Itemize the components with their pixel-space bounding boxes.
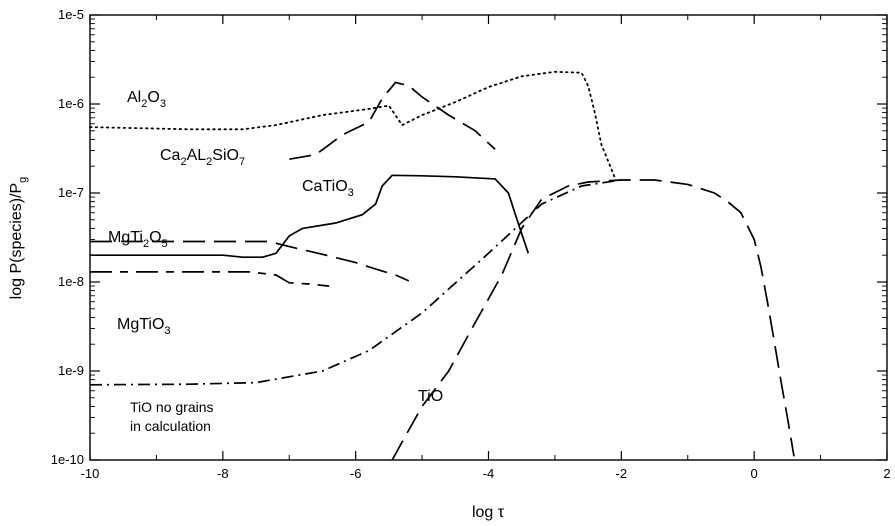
label-al2o3: Al2O3	[127, 89, 166, 110]
axis-ticks: -10 -8 -6 -4 -2 0 2 1e-10 1e-9 1e-8 1e-7 1e-6 1e-5	[51, 7, 891, 481]
series-line-mgtio3	[90, 271, 330, 287]
label-ca2al2sio7: Ca2AL2SiO7	[160, 147, 245, 168]
label-tio-no-grains-line2: in calculation	[130, 418, 211, 434]
y-tick-label: 1e-8	[58, 274, 84, 289]
label-mgtio3: MgTiO3	[117, 316, 171, 337]
y-tick-label: 1e-5	[58, 7, 84, 22]
x-tick-label: -4	[483, 466, 495, 481]
series-group	[89, 70, 795, 461]
y-tick-label: 1e-10	[51, 452, 84, 467]
label-catio3: CaTiO3	[302, 178, 354, 199]
y-tick-label: 1e-6	[58, 96, 84, 111]
label-mgti2o5: MgTi2O5	[108, 229, 168, 250]
x-tick-label: -6	[350, 466, 362, 481]
series-line-mgti2o5	[90, 240, 410, 282]
y-axis-label: log P(species)/Pg	[8, 177, 29, 300]
y-tick-label: 1e-9	[58, 363, 84, 378]
x-tick-label: -2	[616, 466, 628, 481]
label-tio-no-grains-line1: TiO no grains	[130, 399, 214, 415]
series-line-ca2al2sio7	[289, 81, 496, 161]
x-tick-label: 2	[883, 466, 890, 481]
x-tick-label: -10	[81, 466, 100, 481]
plot-frame	[89, 14, 888, 461]
series-line-tio	[391, 179, 795, 461]
x-axis-label: log τ	[472, 504, 505, 521]
y-tick-label: 1e-7	[58, 185, 84, 200]
label-tio: TiO	[418, 388, 443, 405]
series-line-tio-no-grains-in-calculation	[89, 179, 622, 386]
x-tick-label: 0	[751, 466, 758, 481]
x-tick-label: -8	[217, 466, 229, 481]
series-line-catio3	[90, 174, 530, 259]
